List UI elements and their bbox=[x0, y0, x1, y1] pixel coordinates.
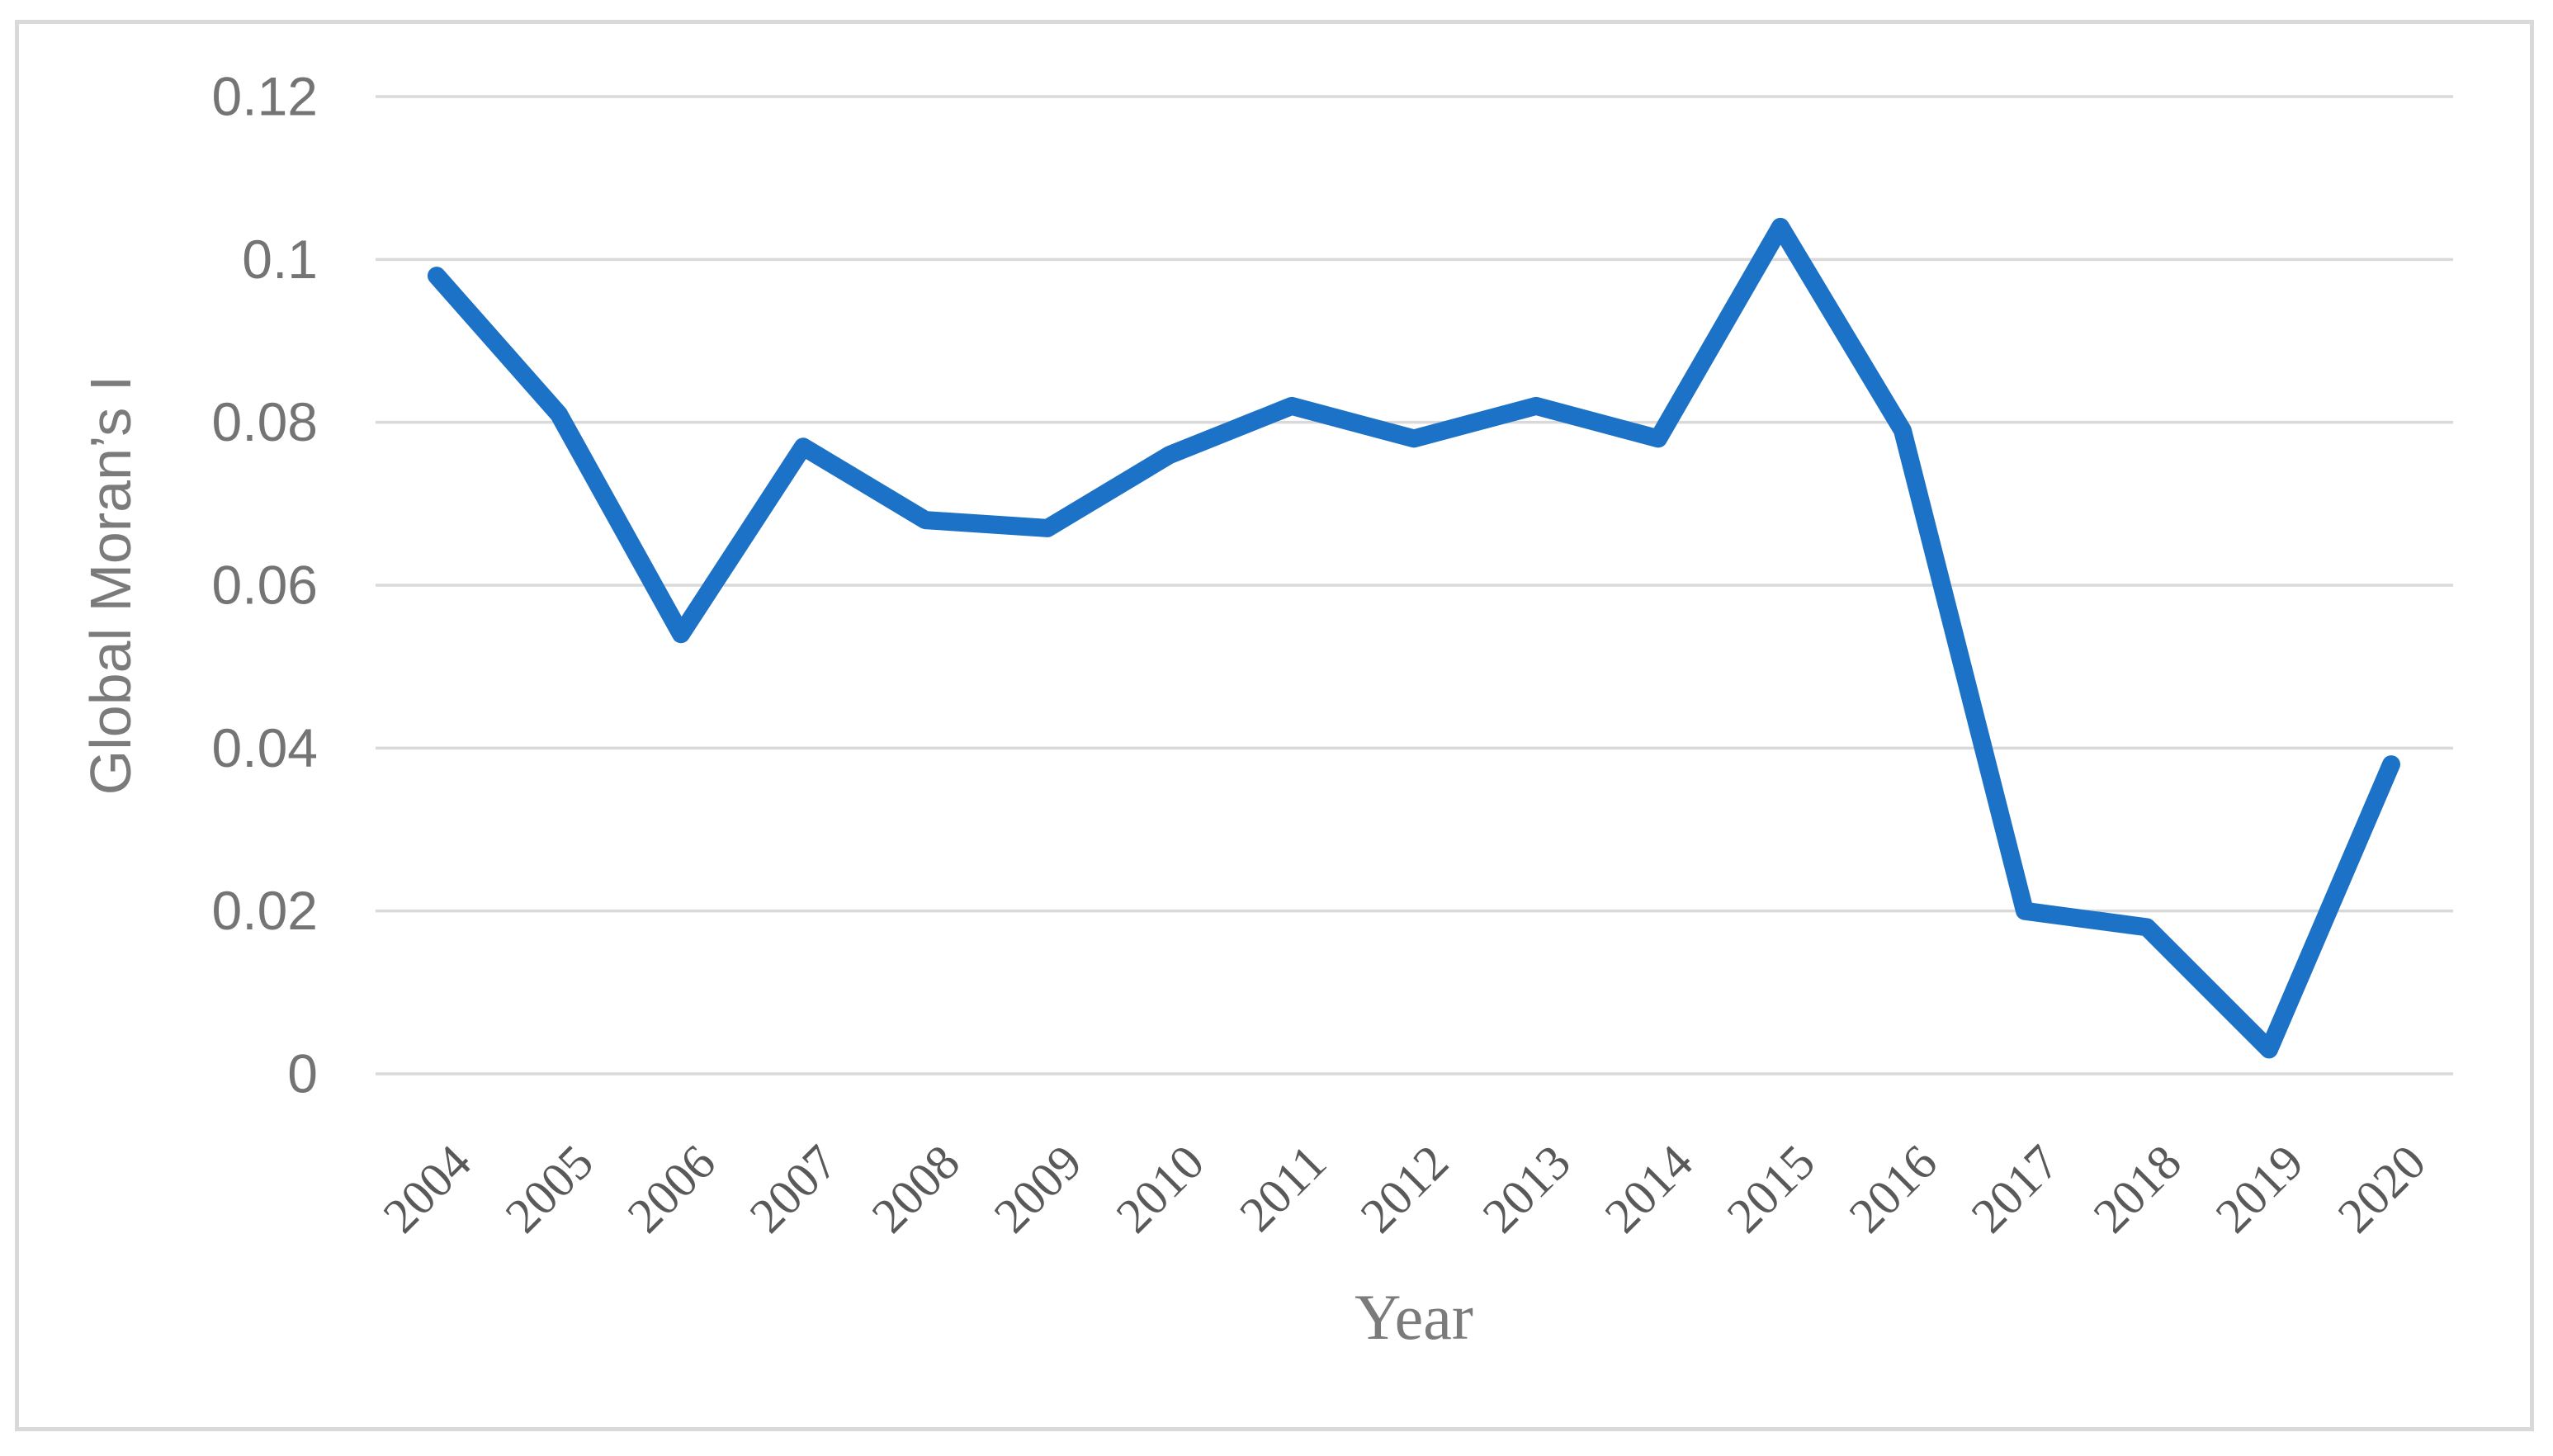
x-axis-tick-labels: 2004 2005 2006 2007 2008 2009 2010 2011 2012 2013… bbox=[373, 1135, 2437, 1244]
x-tick-label: 2016 bbox=[1839, 1135, 1948, 1244]
x-tick-label: 2019 bbox=[2206, 1135, 2314, 1244]
x-tick-label: 2015 bbox=[1717, 1135, 1826, 1244]
x-tick-label: 2013 bbox=[1473, 1135, 1581, 1244]
x-tick-label: 2017 bbox=[1961, 1135, 2070, 1244]
x-tick-label: 2009 bbox=[984, 1135, 1093, 1244]
y-tick-label: 0 bbox=[287, 1042, 318, 1104]
y-tick-label: 0.04 bbox=[212, 717, 318, 778]
x-tick-label: 2018 bbox=[2083, 1135, 2192, 1244]
x-tick-label: 2020 bbox=[2328, 1135, 2437, 1244]
x-tick-label: 2008 bbox=[862, 1135, 971, 1244]
y-tick-label: 0.02 bbox=[212, 880, 318, 941]
x-tick-label: 2014 bbox=[1595, 1135, 1704, 1244]
y-tick-label: 0.1 bbox=[242, 229, 318, 290]
y-axis-tick-labels: 0.12 0.1 0.08 0.06 0.04 0.02 0 bbox=[212, 65, 318, 1104]
y-tick-label: 0.06 bbox=[212, 554, 318, 615]
x-tick-label: 2010 bbox=[1106, 1135, 1215, 1244]
x-tick-label: 2007 bbox=[740, 1135, 849, 1244]
y-axis-title: Global Moran’s I bbox=[78, 376, 143, 795]
x-tick-label: 2006 bbox=[617, 1135, 726, 1244]
x-tick-label: 2011 bbox=[1229, 1135, 1336, 1242]
y-tick-label: 0.12 bbox=[212, 65, 318, 126]
x-tick-label: 2012 bbox=[1350, 1135, 1459, 1244]
x-tick-label: 2004 bbox=[373, 1135, 482, 1244]
x-axis-title: Year bbox=[1355, 1281, 1473, 1353]
chart-border bbox=[15, 20, 2534, 1431]
x-tick-label: 2005 bbox=[495, 1135, 604, 1244]
y-tick-label: 0.08 bbox=[212, 391, 318, 452]
series-line-global-morans-i bbox=[428, 217, 2400, 1059]
